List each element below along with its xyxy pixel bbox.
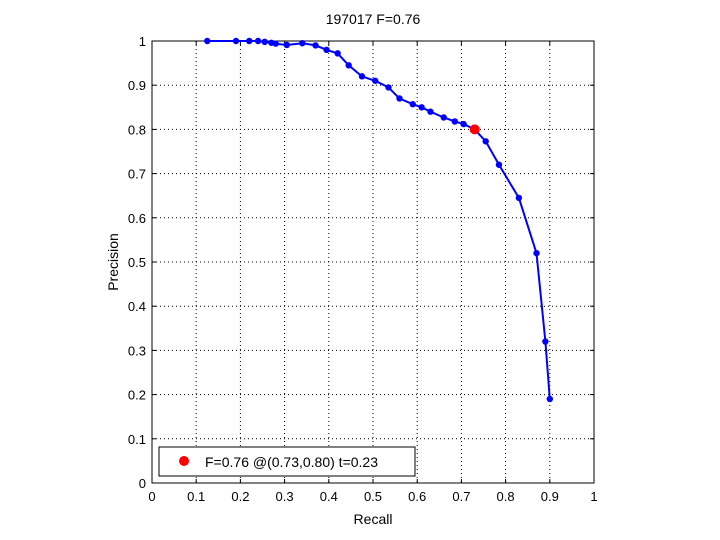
data-point xyxy=(396,95,403,102)
axis-ticks xyxy=(151,40,595,484)
x-tick-label: 0.9 xyxy=(541,489,559,504)
data-point xyxy=(427,108,434,115)
data-point xyxy=(232,37,240,45)
y-tick-label: 0.2 xyxy=(128,388,146,403)
legend-marker xyxy=(179,456,189,466)
data-point xyxy=(482,138,489,145)
data-point xyxy=(515,194,523,202)
y-tick-label: 0.6 xyxy=(128,211,146,226)
data-point xyxy=(358,73,366,80)
y-tick-label: 0.4 xyxy=(128,299,146,314)
grid-lines xyxy=(152,41,594,483)
y-tick-label: 0.5 xyxy=(128,255,146,270)
x-tick-label: 0.4 xyxy=(320,489,338,504)
data-point xyxy=(272,40,279,47)
y-tick-label: 0.8 xyxy=(128,122,146,137)
data-point xyxy=(261,38,268,46)
x-tick-label: 0.5 xyxy=(364,489,382,504)
data-point xyxy=(283,41,291,49)
data-point xyxy=(440,114,447,121)
data-point xyxy=(312,42,319,49)
x-tick-label: 0.6 xyxy=(408,489,426,504)
data-point xyxy=(254,37,262,45)
x-tick-label: 0 xyxy=(148,489,155,504)
data-point xyxy=(204,37,211,45)
best-f-point xyxy=(469,124,480,135)
x-tick-label: 1 xyxy=(590,489,597,504)
series-line xyxy=(207,40,551,400)
series-group xyxy=(204,37,553,403)
x-tick-labels: 0 0.1 0.2 0.3 0.4 0.5 0.6 0.7 0.8 0.9 1 xyxy=(148,489,597,504)
y-tick-label: 0 xyxy=(139,476,146,491)
y-axis-label: Precision xyxy=(105,233,121,291)
x-tick-label: 0.8 xyxy=(497,489,515,504)
y-tick-labels: 0 0.1 0.2 0.3 0.4 0.5 0.6 0.7 0.8 0.9 1 xyxy=(128,34,146,491)
data-point xyxy=(460,120,467,128)
data-point xyxy=(533,249,540,257)
y-tick-label: 1 xyxy=(139,34,146,49)
legend-text: F=0.76 @(0.73,0.80) t=0.23 xyxy=(205,454,378,470)
data-point xyxy=(409,101,416,108)
data-point xyxy=(334,50,341,57)
y-tick-label: 0.3 xyxy=(128,343,146,358)
y-tick-label: 0.7 xyxy=(128,167,146,182)
data-point xyxy=(385,84,392,91)
x-axis-label: Recall xyxy=(354,511,393,527)
x-tick-label: 0.7 xyxy=(452,489,470,504)
x-tick-label: 0.3 xyxy=(276,489,294,504)
legend-box xyxy=(158,446,416,477)
data-point xyxy=(299,40,306,47)
data-point xyxy=(323,46,330,54)
x-tick-label: 0.2 xyxy=(231,489,249,504)
y-tick-label: 0.9 xyxy=(128,78,146,93)
data-point xyxy=(418,104,425,111)
data-point xyxy=(542,338,549,345)
data-point xyxy=(495,161,503,168)
data-point xyxy=(546,395,553,403)
data-point xyxy=(345,62,352,69)
data-point xyxy=(246,37,253,45)
chart-title: 197017 F=0.76 xyxy=(326,11,421,27)
data-point xyxy=(451,118,458,125)
legend: F=0.76 @(0.73,0.80) t=0.23 xyxy=(158,446,416,477)
y-tick-label: 0.1 xyxy=(128,432,146,447)
data-point xyxy=(372,77,379,84)
x-tick-label: 0.1 xyxy=(187,489,205,504)
